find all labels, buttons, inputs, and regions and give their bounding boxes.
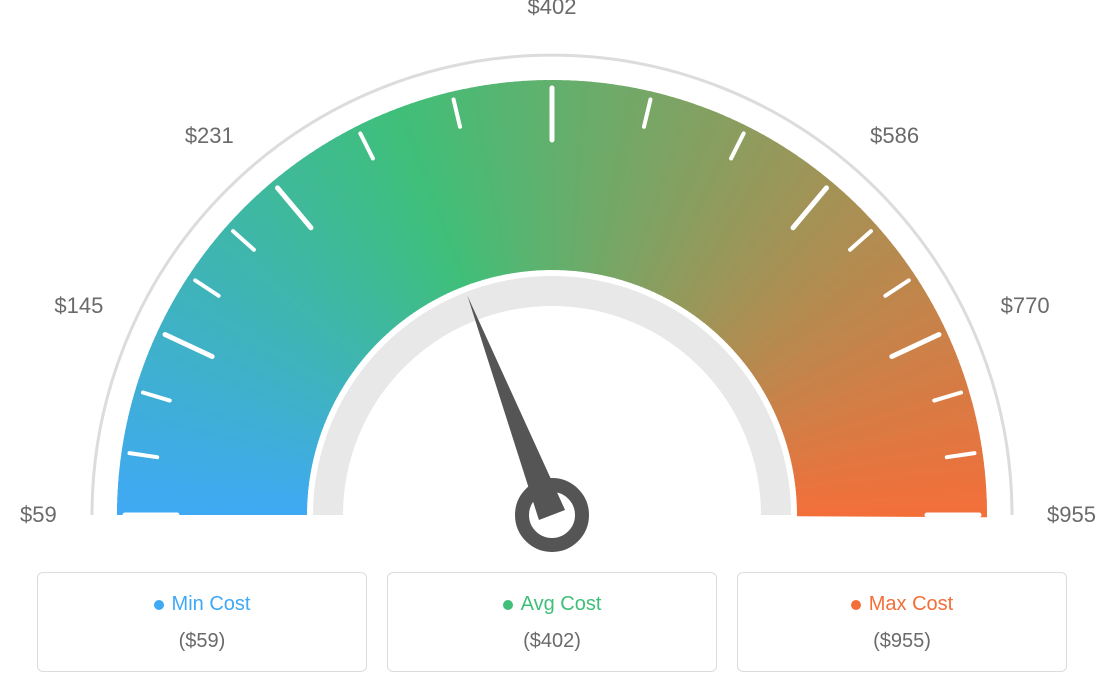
gauge-tick-label: $770 bbox=[1001, 293, 1050, 319]
legend-label-min: Min Cost bbox=[172, 593, 251, 616]
gauge-tick-label: $145 bbox=[54, 293, 103, 319]
gauge-tick-label: $231 bbox=[185, 123, 234, 149]
gauge-tick-label: $586 bbox=[870, 123, 919, 149]
gauge-tick-label: $955 bbox=[1047, 502, 1096, 528]
gauge-chart: $59 $145 $231 $402 $586 $770 $955 bbox=[0, 0, 1104, 560]
dot-min-icon bbox=[154, 600, 164, 610]
gauge-tick-label: $59 bbox=[20, 502, 57, 528]
gauge-tick-label: $402 bbox=[528, 0, 577, 20]
legend-title-min: Min Cost bbox=[154, 593, 251, 616]
legend-card-max: Max Cost ($955) bbox=[737, 572, 1067, 672]
legend-value-min: ($59) bbox=[48, 630, 356, 653]
legend-row: Min Cost ($59) Avg Cost ($402) Max Cost … bbox=[0, 572, 1104, 672]
legend-card-min: Min Cost ($59) bbox=[37, 572, 367, 672]
legend-title-avg: Avg Cost bbox=[503, 593, 602, 616]
legend-label-max: Max Cost bbox=[869, 593, 953, 616]
legend-title-max: Max Cost bbox=[851, 593, 953, 616]
dot-max-icon bbox=[851, 600, 861, 610]
gauge-svg bbox=[22, 20, 1082, 560]
dot-avg-icon bbox=[503, 600, 513, 610]
legend-value-max: ($955) bbox=[748, 630, 1056, 653]
legend-value-avg: ($402) bbox=[398, 630, 706, 653]
legend-label-avg: Avg Cost bbox=[521, 593, 602, 616]
legend-card-avg: Avg Cost ($402) bbox=[387, 572, 717, 672]
